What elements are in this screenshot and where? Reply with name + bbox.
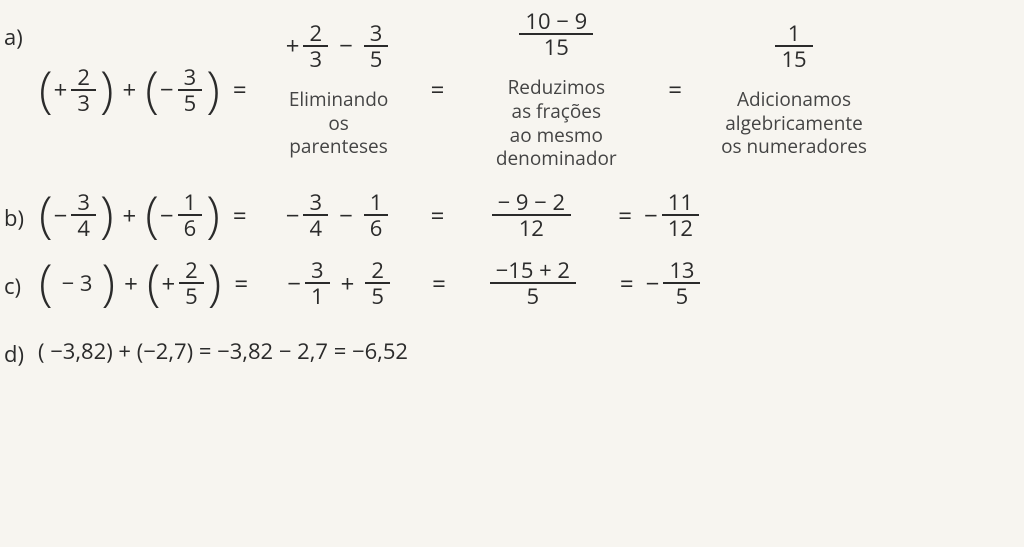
item-label: d)	[4, 325, 38, 369]
step2: −15 + 25	[458, 257, 608, 309]
item-label: c)	[4, 257, 38, 301]
equals: =	[233, 73, 247, 106]
caption-3: Adicionamos algebricamente os numeradore…	[721, 88, 867, 159]
caption-2: Reduzimos as frações ao mesmo denominado…	[496, 76, 617, 171]
equation-b: ( − 34 ) + ( − 16 ) = − 34 − 16 = − 9 − …	[38, 189, 702, 241]
term2: ( + 25 )	[146, 257, 223, 309]
fraction: 3 5	[178, 65, 203, 115]
term1: ( − 3 )	[38, 257, 116, 309]
step3: − 1112	[644, 189, 702, 241]
term2: ( − 3 5 )	[144, 64, 221, 116]
step1: − 31 + 25	[260, 257, 420, 309]
term1: ( − 34 )	[38, 189, 115, 241]
step3: − 135	[646, 257, 704, 309]
step1-group: + 23 − 35 Eliminando os parenteses	[259, 20, 419, 159]
step2: − 9 − 212	[456, 189, 606, 241]
item-label: a)	[4, 8, 38, 52]
equation-d: ( −3,82) + (−2,7) = −3,82 − 2,7 = −6,52	[38, 325, 408, 377]
step2: 10 − 915	[456, 8, 656, 60]
plus-op: +	[123, 73, 137, 106]
item-c: c) ( − 3 ) + ( + 25 ) = − 31 + 25 = −15 …	[4, 257, 1020, 309]
caption-1: Eliminando os parenteses	[289, 88, 388, 159]
equation-a: ( + 2 3 ) + ( − 3 5 ) = + 23 −	[38, 8, 894, 171]
step2-group: 10 − 915 Reduzimos as frações ao mesmo d…	[456, 8, 656, 171]
step3: 115	[694, 20, 894, 72]
equation-c: ( − 3 ) + ( + 25 ) = − 31 + 25 = −15 + 2…	[38, 257, 703, 309]
equals: =	[668, 73, 682, 106]
item-a: a) ( + 2 3 ) + ( − 3 5 ) = +	[4, 8, 1020, 171]
item-label: b)	[4, 189, 38, 233]
item-b: b) ( − 34 ) + ( − 16 ) = − 34 − 16 = − 9…	[4, 189, 1020, 241]
decimal-expr: ( −3,82) + (−2,7) = −3,82 − 2,7 = −6,52	[38, 325, 408, 377]
fraction: 2 3	[71, 65, 96, 115]
step1: + 23 − 35	[259, 20, 419, 72]
equals: =	[431, 73, 445, 106]
step1: − 34 − 16	[259, 189, 419, 241]
term1: ( + 2 3 )	[38, 64, 115, 116]
term2: ( − 16 )	[144, 189, 221, 241]
item-d: d) ( −3,82) + (−2,7) = −3,82 − 2,7 = −6,…	[4, 325, 1020, 377]
step3-group: 115 Adicionamos algebricamente os numera…	[694, 20, 894, 159]
